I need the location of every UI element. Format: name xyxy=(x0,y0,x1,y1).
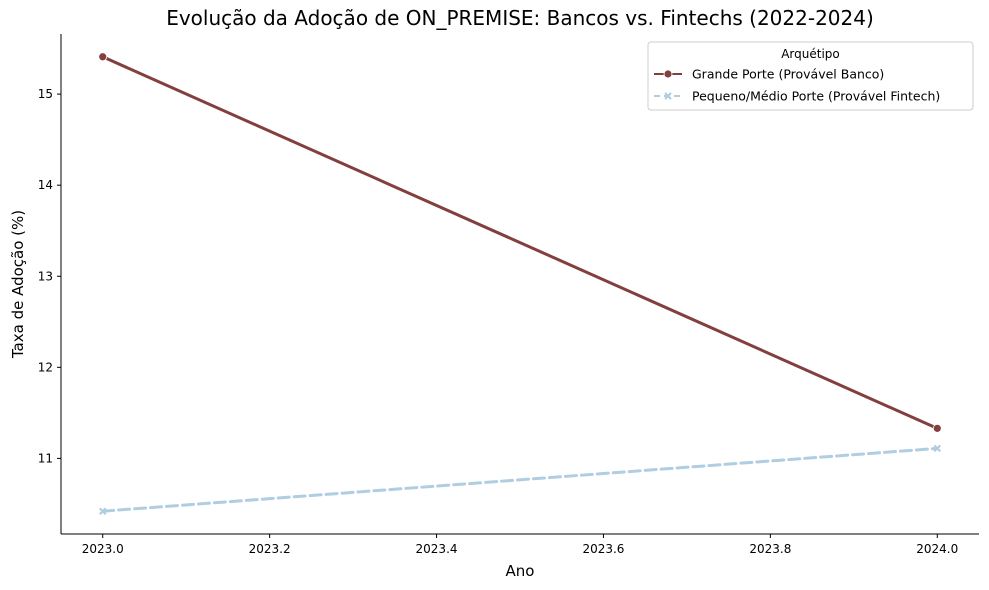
y-tick-label: 13 xyxy=(38,269,53,283)
data-point-2 xyxy=(98,507,107,516)
data-point-legend-1 xyxy=(663,69,673,79)
legend-box xyxy=(647,41,974,111)
x-tick-label: 2023.2 xyxy=(249,542,291,556)
x-marker-stroke xyxy=(98,507,107,516)
plot-axes: 2023.0 2023.2 2023.4 2023.6 2023.8 2024.0 11 12… xyxy=(38,34,979,556)
x-tick-label: 2023.6 xyxy=(582,542,624,556)
legend-label: Pequeno/Médio Porte (Provável Fintech) xyxy=(692,89,940,104)
y-tick-label: 12 xyxy=(38,360,53,374)
x-marker-stroke xyxy=(933,444,942,453)
x-tick-label: 2023.8 xyxy=(749,542,791,556)
x-tick-label: 2024.0 xyxy=(916,542,958,556)
legend: Arquétipo Grande Porte (Provável Banco) Pe… xyxy=(647,41,974,111)
x-tick-label: 2023.0 xyxy=(82,542,124,556)
data-point-2 xyxy=(933,444,942,453)
y-tick-label: 14 xyxy=(38,178,53,192)
plot-series xyxy=(98,52,942,516)
x-marker-stroke xyxy=(664,92,672,100)
series-line-1 xyxy=(101,55,939,430)
data-point-1 xyxy=(932,423,942,433)
x-axis-label: Ano xyxy=(506,562,535,580)
y-tick-label: 15 xyxy=(38,87,53,101)
data-point-1 xyxy=(98,52,108,62)
data-point-legend-2 xyxy=(664,92,672,100)
chart-title: Evolução da Adoção de ON_PREMISE: Bancos… xyxy=(166,6,874,30)
y-tick-label: 11 xyxy=(38,451,53,465)
legend-title: Arquétipo xyxy=(781,47,840,61)
y-axis-label: Taxa de Adoção (%) xyxy=(9,210,27,359)
series-line-2 xyxy=(101,446,939,513)
x-tick-label: 2023.4 xyxy=(416,542,458,556)
legend-label: Grande Porte (Provável Banco) xyxy=(692,67,884,82)
